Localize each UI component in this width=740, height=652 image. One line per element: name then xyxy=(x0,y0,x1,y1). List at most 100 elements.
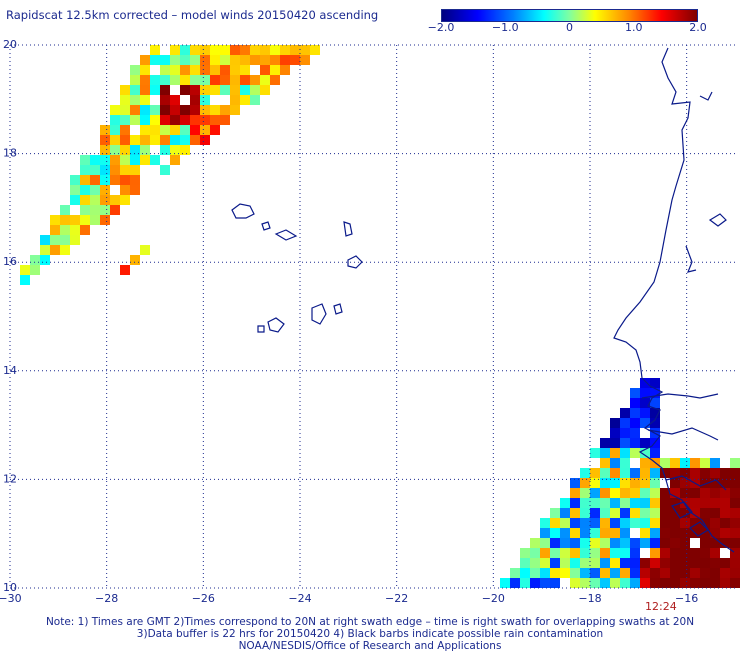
wind-cell xyxy=(730,568,740,578)
wind-cell xyxy=(130,185,140,195)
wind-cell xyxy=(100,205,110,215)
wind-cell xyxy=(590,538,600,548)
wind-cell xyxy=(650,538,660,548)
wind-cell xyxy=(150,115,160,125)
wind-cell xyxy=(240,85,250,95)
wind-cell xyxy=(650,418,660,428)
wind-cell xyxy=(170,125,180,135)
wind-cell xyxy=(650,388,660,398)
wind-cell xyxy=(600,558,610,568)
coastline xyxy=(231,47,735,553)
wind-cell xyxy=(630,558,640,568)
wind-cell xyxy=(620,538,630,548)
wind-cell xyxy=(60,245,70,255)
wind-cell xyxy=(140,135,150,145)
wind-cell xyxy=(200,75,210,85)
wind-cell xyxy=(90,195,100,205)
wind-cell xyxy=(270,55,280,65)
wind-cell xyxy=(630,518,640,528)
latitude-tick-label: 10 xyxy=(3,581,17,594)
wind-cell xyxy=(540,548,550,558)
coastline-detail xyxy=(699,91,713,101)
wind-cell xyxy=(710,458,720,468)
wind-cell xyxy=(260,65,270,75)
wind-cell xyxy=(250,55,260,65)
swath-time-label: 12:24 xyxy=(645,600,677,613)
wind-cell xyxy=(560,518,570,528)
wind-cell xyxy=(130,145,140,155)
wind-cell xyxy=(660,518,670,528)
wind-cell xyxy=(570,498,580,508)
wind-cell xyxy=(110,125,120,135)
wind-cell xyxy=(550,568,560,578)
wind-cell xyxy=(120,105,130,115)
wind-cell xyxy=(140,105,150,115)
wind-cell xyxy=(730,458,740,468)
wind-cell xyxy=(720,498,730,508)
wind-cell xyxy=(600,458,610,468)
coastline-detail xyxy=(708,213,727,227)
wind-cell xyxy=(560,558,570,568)
wind-cell xyxy=(710,488,720,498)
wind-cell xyxy=(620,548,630,558)
wind-cell xyxy=(590,488,600,498)
wind-cell xyxy=(730,518,740,528)
wind-cell xyxy=(110,175,120,185)
wind-cell xyxy=(690,568,700,578)
wind-cell xyxy=(100,215,110,225)
wind-cell xyxy=(30,255,40,265)
wind-cell xyxy=(150,155,160,165)
wind-cell xyxy=(60,205,70,215)
wind-cell xyxy=(560,528,570,538)
note-line-1: Note: 1) Times are GMT 2)Times correspon… xyxy=(45,616,695,628)
wind-cell xyxy=(300,55,310,65)
wind-cell xyxy=(730,548,740,558)
wind-cell xyxy=(160,105,170,115)
wind-cell xyxy=(190,55,200,65)
wind-cell xyxy=(210,125,220,135)
wind-cell xyxy=(140,245,150,255)
wind-cell xyxy=(20,265,30,275)
wind-cell xyxy=(90,215,100,225)
colorbar xyxy=(441,9,698,22)
wind-cell xyxy=(580,488,590,498)
wind-cell xyxy=(610,558,620,568)
wind-cell xyxy=(260,55,270,65)
longitude-tick-label: −20 xyxy=(482,592,505,605)
wind-cell xyxy=(700,528,710,538)
wind-cell xyxy=(90,205,100,215)
wind-cell xyxy=(150,55,160,65)
wind-cell xyxy=(710,508,720,518)
wind-cell xyxy=(700,518,710,528)
wind-cell xyxy=(710,468,720,478)
wind-cell xyxy=(640,398,650,408)
wind-cell xyxy=(210,55,220,65)
wind-cell xyxy=(620,418,630,428)
river-gambia xyxy=(641,393,719,399)
wind-cell xyxy=(590,508,600,518)
wind-cell xyxy=(650,378,660,388)
wind-cell xyxy=(80,185,90,195)
wind-cell xyxy=(650,528,660,538)
wind-cell xyxy=(220,105,230,115)
wind-cell xyxy=(620,478,630,488)
wind-cell xyxy=(650,498,660,508)
wind-cell xyxy=(690,518,700,528)
wind-cell xyxy=(670,508,680,518)
wind-cell xyxy=(180,75,190,85)
longitude-tick-label: −18 xyxy=(578,592,601,605)
wind-cell xyxy=(540,528,550,538)
wind-cell xyxy=(630,568,640,578)
wind-cell xyxy=(630,438,640,448)
wind-cell xyxy=(570,518,580,528)
wind-cell xyxy=(620,568,630,578)
wind-cell xyxy=(530,578,540,588)
wind-cell xyxy=(590,578,600,588)
wind-cell xyxy=(60,215,70,225)
river-casamance xyxy=(647,427,719,441)
wind-cell xyxy=(260,75,270,85)
wind-cell xyxy=(640,418,650,428)
wind-cell xyxy=(100,195,110,205)
wind-cell xyxy=(210,45,220,55)
